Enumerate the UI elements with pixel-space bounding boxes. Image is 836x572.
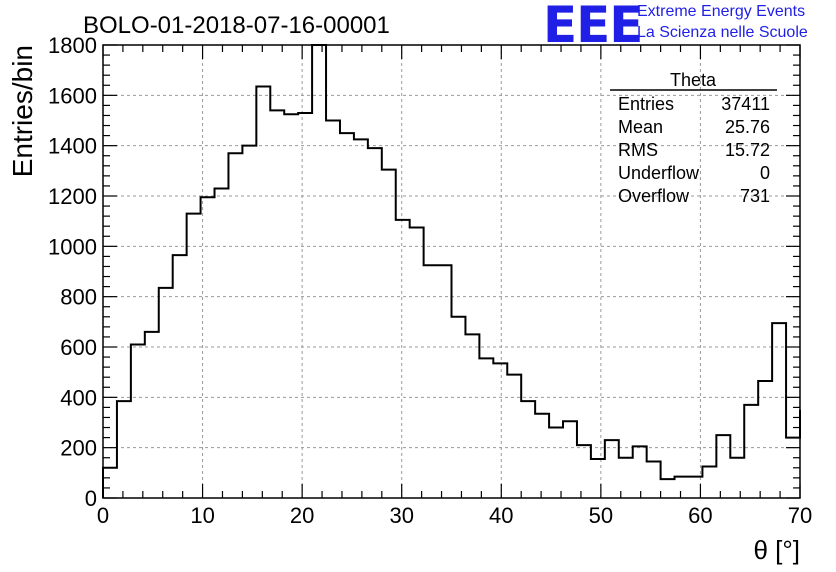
- x-tick-label-70: 70: [788, 503, 812, 528]
- stats-value-underflow: 0: [760, 163, 770, 183]
- x-tick-label-50: 50: [589, 503, 613, 528]
- y-tick-labels: 0 200 400 600 800 1000 1200 1400 1600 1800: [48, 33, 97, 511]
- histogram-series: [102, 44, 801, 498]
- chart-title: BOLO-01-2018-07-16-00001: [83, 12, 390, 39]
- stats-value-mean: 25.76: [725, 117, 770, 137]
- logo-mark: EEE: [543, 0, 643, 54]
- x-tick-labels: 0 10 20 30 40 50 60 70: [97, 503, 812, 528]
- x-tick-label-10: 10: [190, 503, 214, 528]
- stats-label-underflow: Underflow: [618, 163, 700, 183]
- logo-line-1: Extreme Energy Events: [637, 3, 806, 20]
- stats-value-overflow: 731: [740, 186, 770, 206]
- y-tick-label-600: 600: [60, 335, 97, 360]
- x-tick-label-0: 0: [97, 503, 109, 528]
- x-tick-label-60: 60: [688, 503, 712, 528]
- y-tick-label-800: 800: [60, 285, 97, 310]
- stats-value-rms: 15.72: [725, 140, 770, 160]
- axis-ticks: [102, 44, 801, 499]
- stats-label-overflow: Overflow: [618, 186, 690, 206]
- x-tick-label-40: 40: [489, 503, 513, 528]
- y-tick-label-1200: 1200: [48, 184, 97, 209]
- y-tick-label-400: 400: [60, 385, 97, 410]
- x-axis-label: θ [°]: [753, 535, 800, 565]
- y-tick-label-1600: 1600: [48, 83, 97, 108]
- y-tick-label-1800: 1800: [48, 33, 97, 58]
- y-tick-label-0: 0: [85, 486, 97, 511]
- y-axis-label: Entries/bin: [7, 45, 38, 177]
- stats-box: Theta Entries 37411 Mean 25.76 RMS 15.72…: [610, 70, 777, 206]
- stats-label-entries: Entries: [618, 94, 674, 114]
- stats-label-mean: Mean: [618, 117, 663, 137]
- y-tick-label-200: 200: [60, 436, 97, 461]
- stats-label-rms: RMS: [618, 140, 658, 160]
- logo-line-2: La Scienza nelle Scuole: [637, 24, 808, 41]
- x-tick-label-20: 20: [290, 503, 314, 528]
- x-tick-label-30: 30: [389, 503, 413, 528]
- stats-title: Theta: [670, 70, 717, 90]
- stats-value-entries: 37411: [721, 94, 770, 114]
- y-tick-label-1400: 1400: [48, 134, 97, 159]
- y-tick-label-1000: 1000: [48, 234, 97, 259]
- plot-frame: [102, 44, 801, 499]
